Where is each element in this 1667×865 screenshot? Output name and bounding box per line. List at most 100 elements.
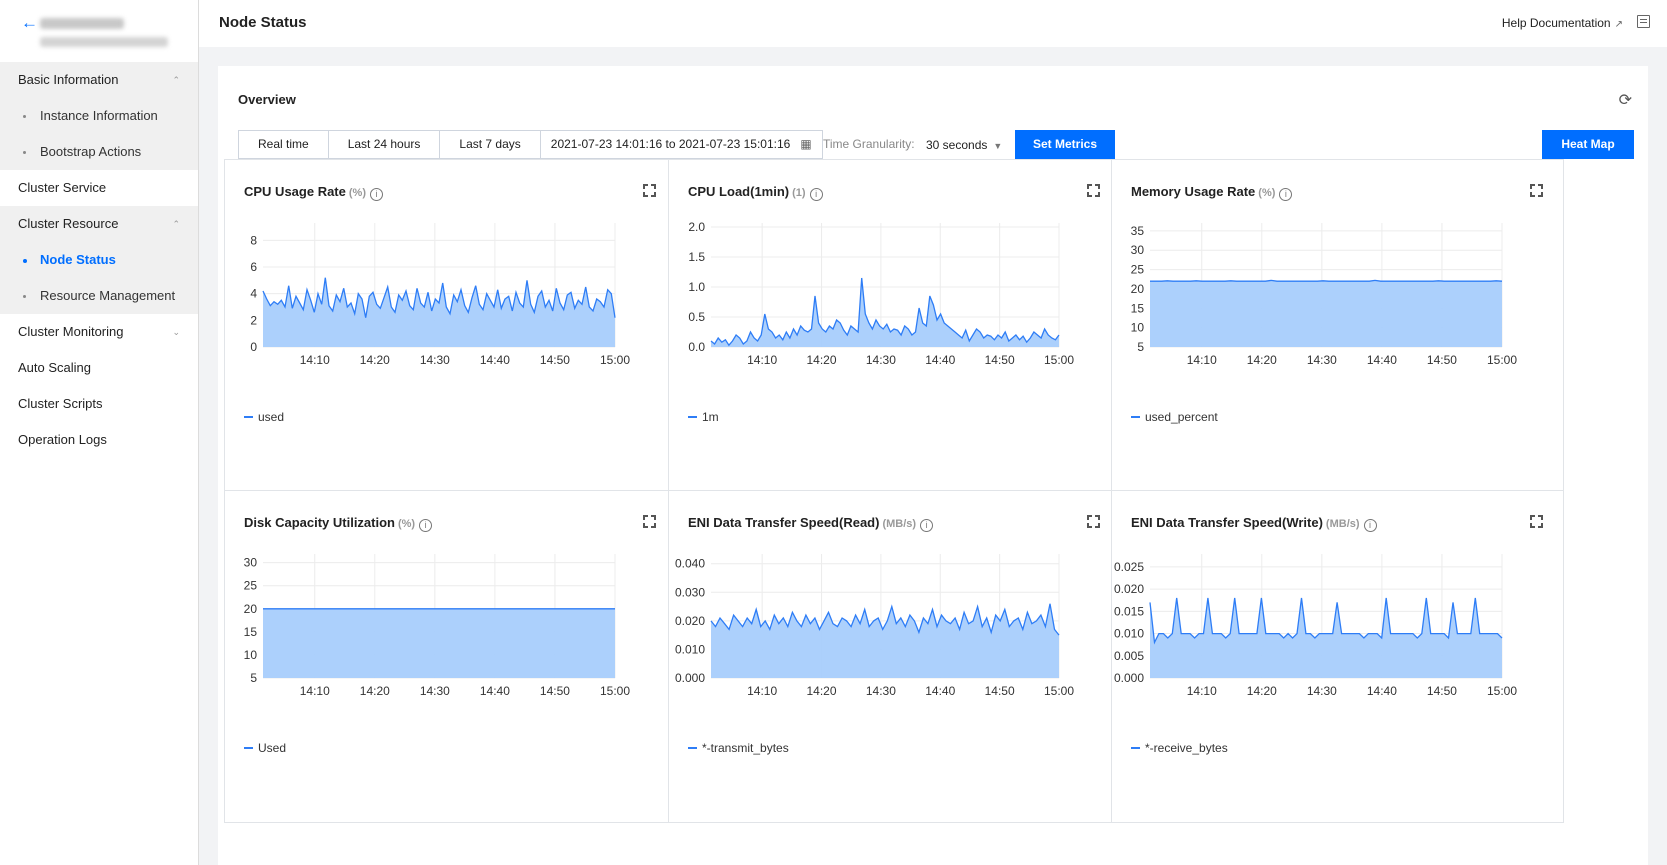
y-tick-label: 0.005 — [1114, 649, 1144, 663]
x-tick-label: 14:20 — [1247, 684, 1277, 698]
chart-title-text: CPU Usage Rate — [244, 184, 346, 199]
chart-title-text: CPU Load(1min) — [688, 184, 790, 199]
time-range-selector: Real time Last 24 hours Last 7 days 2021… — [238, 130, 823, 159]
legend-swatch — [688, 747, 697, 749]
fullscreen-icon[interactable] — [1087, 515, 1100, 528]
x-tick-label: 14:10 — [1187, 684, 1217, 698]
legend-swatch — [688, 416, 697, 418]
chart-legend[interactable]: used_percent — [1131, 410, 1218, 424]
help-documentation-link[interactable]: Help Documentation ↗ — [1502, 16, 1623, 30]
sidebar-item-resource-management[interactable]: Resource Management — [0, 278, 198, 314]
caret-down-icon: ▼ — [993, 141, 1003, 151]
info-icon[interactable]: i — [419, 519, 433, 532]
x-tick-label: 14:40 — [925, 684, 955, 698]
legend-label: 1m — [702, 410, 719, 424]
x-tick-label: 15:00 — [1487, 353, 1517, 367]
chart-plot: 5 10 15 20 25 30 14:10 14:20 14:30 14:40 14:50 15:0… — [244, 554, 630, 698]
bullet-icon — [23, 295, 26, 298]
y-tick-label: 0.010 — [1114, 627, 1144, 641]
chart-legend[interactable]: Used — [244, 741, 286, 755]
chart-legend[interactable]: *-transmit_bytes — [688, 741, 789, 755]
sidebar-item-instance-information[interactable]: Instance Information — [0, 98, 198, 134]
x-tick-label: 15:00 — [1044, 353, 1074, 367]
menu-item-cluster-scripts[interactable]: Cluster Scripts — [0, 386, 198, 422]
info-icon[interactable]: i — [920, 519, 934, 532]
x-tick-label: 14:30 — [1307, 684, 1337, 698]
x-tick-label: 14:40 — [1367, 684, 1397, 698]
menu-item-label: Cluster Service — [18, 180, 107, 195]
range-real-time-button[interactable]: Real time — [239, 131, 329, 158]
y-tick-label: 0 — [250, 340, 257, 354]
menu-item-label: Auto Scaling — [18, 360, 91, 375]
x-tick-label: 15:00 — [1044, 684, 1074, 698]
menu-item-label: Instance Information — [40, 108, 158, 123]
chart-title-text: ENI Data Transfer Speed(Read) — [688, 515, 880, 530]
y-tick-label: 0.030 — [675, 585, 705, 599]
refresh-icon[interactable]: ⟳ — [1618, 92, 1632, 109]
series-area — [263, 608, 615, 678]
chart-plot: 0.0 0.5 1.0 1.5 2.0 14:10 14:20 14:30 14:40 14:50… — [688, 220, 1074, 367]
menu-item-cluster-monitoring[interactable]: Cluster Monitoring ⌄ — [0, 314, 198, 350]
y-tick-label: 5 — [250, 671, 257, 685]
series-area — [1150, 280, 1502, 347]
chart-title-text: ENI Data Transfer Speed(Write) — [1131, 515, 1323, 530]
chart-unit: (1) — [792, 187, 806, 199]
range-last-7-days-button[interactable]: Last 7 days — [440, 131, 541, 158]
document-list-icon[interactable] — [1637, 15, 1650, 28]
bullet-icon — [23, 259, 27, 263]
heat-map-button[interactable]: Heat Map — [1542, 130, 1634, 159]
x-tick-label: 14:20 — [807, 684, 837, 698]
menu-item-label: Cluster Resource — [18, 216, 119, 231]
x-tick-label: 14:40 — [925, 353, 955, 367]
fullscreen-icon[interactable] — [1087, 184, 1100, 197]
chart-plot: 0.000 0.005 0.010 0.015 0.020 0.025 14:10 14:20… — [1114, 554, 1517, 698]
menu-item-auto-scaling[interactable]: Auto Scaling — [0, 350, 198, 386]
chart-title: ENI Data Transfer Speed(Write) (MB/s) i — [1131, 515, 1377, 532]
menu-item-basic-information[interactable]: Basic Information ⌃ — [0, 62, 198, 98]
fullscreen-icon[interactable] — [643, 184, 656, 197]
menu-item-cluster-service[interactable]: Cluster Service — [0, 170, 198, 206]
fullscreen-icon[interactable] — [1530, 515, 1543, 528]
menu-item-cluster-resource[interactable]: Cluster Resource ⌃ — [0, 206, 198, 242]
instance-id-blurred — [40, 37, 168, 47]
x-tick-label: 14:10 — [300, 353, 330, 367]
legend-swatch — [1131, 747, 1140, 749]
legend-label: *-receive_bytes — [1145, 741, 1228, 755]
y-tick-label: 0.040 — [675, 557, 705, 571]
sidebar-header: ← — [0, 0, 198, 62]
info-icon[interactable]: i — [1363, 519, 1377, 532]
sidebar-item-node-status[interactable]: Node Status — [0, 242, 198, 278]
x-tick-label: 14:30 — [1307, 353, 1337, 367]
x-tick-label: 14:20 — [1247, 353, 1277, 367]
series-line — [1150, 279, 1503, 282]
chart-plot: 0 2 4 6 8 14:10 14:20 14:30 14:40 14:50 15:00 — [250, 223, 630, 367]
sidebar-item-bootstrap-actions[interactable]: Bootstrap Actions — [0, 134, 198, 170]
y-tick-label: 0.0 — [688, 340, 705, 354]
calendar-icon: ▦ — [800, 137, 812, 151]
series-line — [262, 277, 616, 318]
menu-item-operation-logs[interactable]: Operation Logs — [0, 422, 198, 458]
x-tick-label: 14:20 — [360, 684, 390, 698]
page-title: Node Status — [219, 14, 307, 31]
range-last-24-hours-button[interactable]: Last 24 hours — [328, 131, 441, 158]
date-range-picker[interactable]: 2021-07-23 14:01:16 to 2021-07-23 15:01:… — [540, 131, 822, 158]
fullscreen-icon[interactable] — [1530, 184, 1543, 197]
info-icon[interactable]: i — [369, 188, 383, 201]
chart-legend[interactable]: *-receive_bytes — [1131, 741, 1228, 755]
back-arrow-icon[interactable]: ← — [21, 13, 38, 32]
series-area — [263, 277, 615, 347]
x-tick-label: 14:10 — [300, 684, 330, 698]
x-tick-label: 14:30 — [866, 353, 896, 367]
chart-legend[interactable]: used — [244, 410, 284, 424]
fullscreen-icon[interactable] — [643, 515, 656, 528]
set-metrics-button[interactable]: Set Metrics — [1015, 130, 1115, 159]
x-tick-label: 14:50 — [540, 353, 570, 367]
info-icon[interactable]: i — [809, 188, 823, 201]
x-tick-label: 14:50 — [1427, 353, 1457, 367]
chart-card: ENI Data Transfer Speed(Read) (MB/s) i 0.00… — [668, 490, 1121, 823]
info-icon[interactable]: i — [1279, 188, 1293, 201]
x-tick-label: 14:10 — [747, 353, 777, 367]
granularity-select[interactable]: 30 seconds ▼ — [926, 138, 1002, 152]
bullet-icon — [23, 151, 26, 154]
chart-legend[interactable]: 1m — [688, 410, 719, 424]
